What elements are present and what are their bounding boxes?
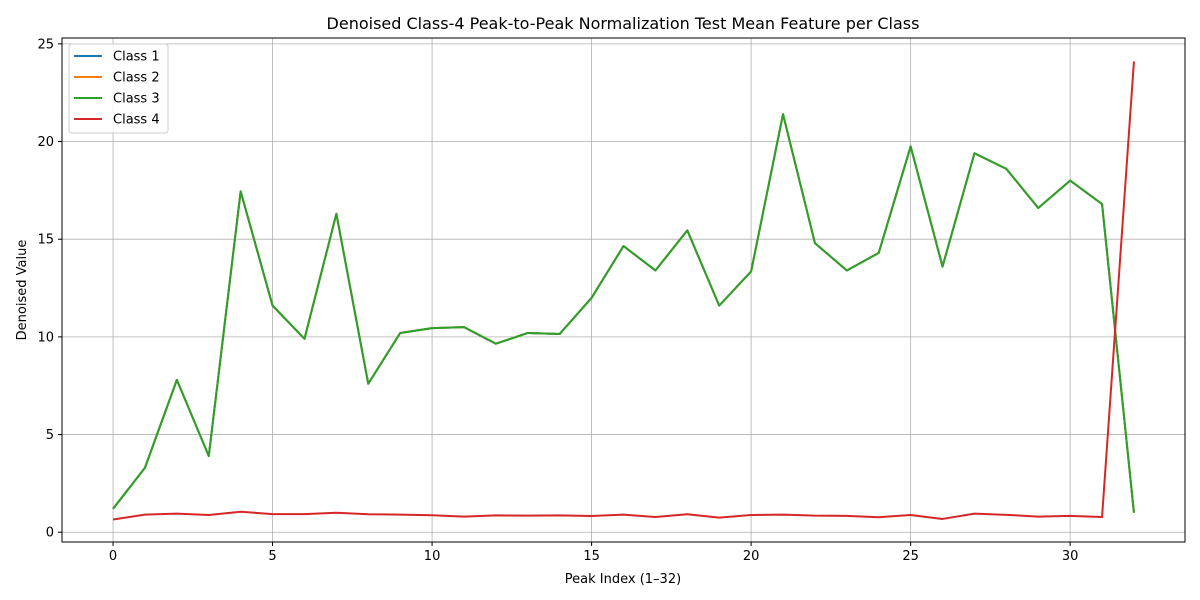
series-line-class-3: [112, 113, 1135, 513]
legend-label-class-4: Class 4: [113, 113, 160, 128]
x-tick-label: 20: [743, 549, 760, 564]
series-line-class-4: [112, 61, 1135, 521]
x-tick-label: 5: [268, 549, 276, 564]
y-tick-label: 25: [37, 37, 54, 52]
grid-lines: [62, 38, 1185, 542]
legend-box: [68, 43, 169, 134]
x-axis-label: Peak Index (1–32): [565, 572, 681, 587]
y-axis-ticks: 0 5 10 15 20 25: [37, 37, 62, 541]
series-lines: [112, 61, 1135, 521]
x-tick-label: 0: [109, 549, 117, 564]
legend: Class 1 Class 2 Class 3 Class 4: [68, 43, 169, 134]
x-tick-label: 25: [902, 549, 919, 564]
chart-title: Denoised Class-4 Peak-to-Peak Normalizat…: [327, 14, 920, 33]
y-tick-label: 5: [46, 428, 54, 443]
legend-label-class-3: Class 3: [113, 92, 160, 107]
plot-frame: [61, 37, 1186, 543]
y-tick-label: 15: [37, 233, 54, 248]
legend-label-class-1: Class 1: [113, 50, 160, 65]
y-tick-label: 0: [46, 526, 54, 541]
y-tick-label: 10: [37, 330, 54, 345]
y-tick-label: 20: [37, 135, 54, 150]
x-tick-label: 30: [1062, 549, 1079, 564]
x-tick-label: 15: [583, 549, 600, 564]
x-axis-ticks: 0 5 10 15 20 25 30: [109, 542, 1079, 564]
x-tick-label: 10: [424, 549, 441, 564]
y-axis-label: Denoised Value: [15, 240, 30, 341]
legend-label-class-2: Class 2: [113, 71, 160, 86]
